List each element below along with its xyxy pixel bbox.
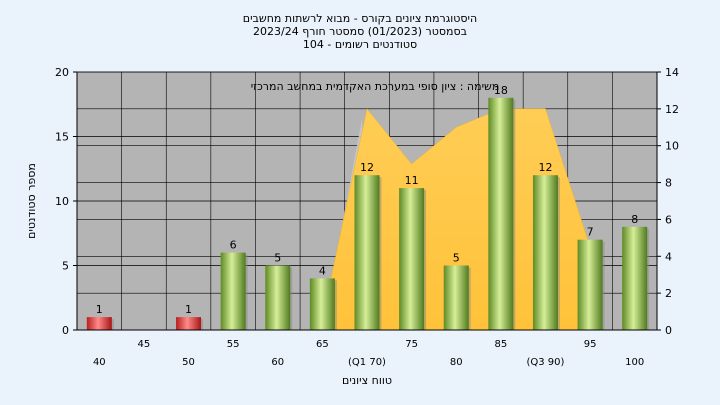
bar-value-label-55: 6 [230, 239, 237, 252]
bar-80 [443, 265, 469, 330]
right-tick-label-8: 8 [665, 177, 672, 190]
right-tick-label-6: 6 [665, 213, 672, 226]
x-tick-label-95: 95 [584, 339, 597, 350]
bar-100 [622, 226, 648, 330]
bar-85 [488, 97, 514, 330]
bar-95 [577, 239, 603, 330]
x-tick-label-85: 85 [494, 339, 507, 350]
right-tick-label-2: 2 [665, 287, 672, 300]
x-tick-label-65: 65 [316, 339, 329, 350]
right-tick-label-4: 4 [665, 250, 672, 263]
y-axis-label: מספר סטודנטים [25, 163, 38, 239]
bar-90 [532, 175, 558, 330]
bar-value-label-100: 8 [631, 213, 638, 226]
chart-title: היסטוגרמת ציונים בקורס - מבוא לרשתות מחש… [243, 12, 477, 51]
bar-value-label-60: 5 [274, 252, 281, 265]
bar-75 [399, 188, 425, 330]
right-tick-label-12: 12 [665, 103, 679, 116]
chart-annotation: משימה : ציון סופי במערכת האקדמית במחשב ה… [251, 80, 500, 93]
x-tick-label-70: (Q1 70) [348, 357, 386, 368]
right-tick-label-10: 10 [665, 140, 679, 153]
bar-value-label-95: 7 [587, 226, 594, 239]
x-tick-label-50: 50 [182, 357, 195, 368]
bar-50 [176, 317, 202, 330]
left-tick-label-15: 15 [55, 131, 69, 144]
left-tick-label-10: 10 [55, 195, 69, 208]
left-tick-label-0: 0 [62, 324, 69, 337]
bar-value-label-80: 5 [453, 252, 460, 265]
x-tick-label-55: 55 [227, 339, 240, 350]
bar-55 [220, 252, 246, 330]
bar-value-label-90: 12 [538, 161, 552, 174]
x-tick-label-80: 80 [450, 357, 463, 368]
title-line-1: היסטוגרמת ציונים בקורס - מבוא לרשתות מחש… [243, 12, 477, 25]
right-tick-label-14: 14 [665, 66, 679, 79]
bar-70 [354, 175, 380, 330]
bar-value-label-65: 4 [319, 264, 326, 277]
bar-value-label-50: 1 [185, 303, 192, 316]
x-ticks: 40 45 50 55 60 65 (Q1 70) 75 80 85 (Q3 90) 95 100 [93, 339, 644, 368]
bar-65 [309, 278, 335, 330]
x-tick-label-60: 60 [271, 357, 284, 368]
x-tick-label-90: (Q3 90) [526, 357, 564, 368]
bars [86, 97, 650, 330]
title-line-3: סטודנטים רשומים - 104 [303, 38, 417, 51]
left-tick-label-20: 20 [55, 66, 69, 79]
bar-60 [265, 265, 291, 330]
x-tick-label-40: 40 [93, 357, 106, 368]
bar-value-label-85: 18 [494, 84, 508, 97]
right-y-ticks: 0 2 4 6 8 10 12 14 [657, 66, 679, 337]
bar-value-label-75: 11 [405, 174, 419, 187]
title-line-2: בסמסטר (01/2023) סמסטר חורף 2023/24 [253, 25, 467, 38]
x-tick-label-100: 100 [625, 357, 644, 368]
x-tick-label-75: 75 [405, 339, 418, 350]
bar-value-label-70: 12 [360, 161, 374, 174]
bar-40 [86, 317, 112, 330]
x-tick-label-45: 45 [138, 339, 151, 350]
bar-value-label-40: 1 [96, 303, 103, 316]
left-y-ticks: 0 5 10 15 20 [55, 66, 77, 337]
left-tick-label-5: 5 [62, 260, 69, 273]
x-axis-label: טווח ציונים [342, 374, 392, 387]
right-tick-label-0: 0 [665, 324, 672, 337]
